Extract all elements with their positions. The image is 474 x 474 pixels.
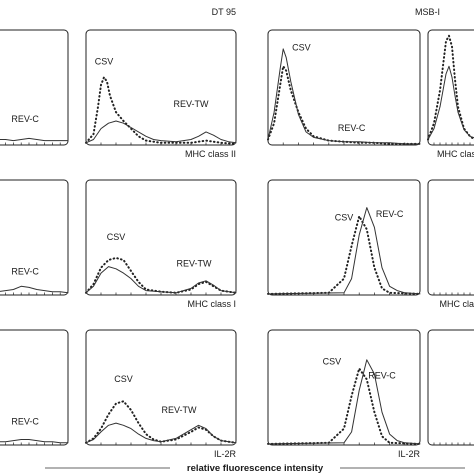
- series-line-dotted: [267, 65, 421, 145]
- panel-msb1-mhc2-a: CSV REV-C: [267, 29, 421, 146]
- annotation-label: REV-C: [11, 114, 39, 124]
- axis-label: MHC class I: [187, 299, 236, 309]
- series-line-solid: [267, 359, 421, 445]
- panel-dt95-mhc2-a: REV-C: [0, 29, 69, 146]
- panel-dt95-mhc1-a: REV-C: [0, 179, 69, 296]
- annotation-label: REV-C: [11, 266, 39, 276]
- panel-msb1-il2r-b: [427, 329, 474, 446]
- series-line-dotted: [85, 76, 237, 145]
- axis-label: MHC class II: [437, 149, 474, 159]
- series-line-solid: [85, 120, 237, 144]
- axis-label: IL-2R: [398, 449, 421, 459]
- series-line-solid: [85, 422, 237, 444]
- panel-frame: [427, 329, 474, 446]
- series-line-dotted: [427, 34, 474, 141]
- series-line-solid: [0, 439, 69, 444]
- panel-frame: [267, 179, 421, 296]
- panel-dt95-il2r-b: CSV REV-TW IL-2R: [85, 329, 237, 459]
- series-line-solid: [267, 48, 421, 145]
- panel-frame: [85, 329, 237, 446]
- panel-msb1-mhc1-a: CSV REV-C: [267, 179, 421, 296]
- panels-group: REV-C CSV REV-TW MHC class II REV-C CSV REV-TW…: [0, 29, 474, 459]
- series-line-solid: [267, 207, 421, 295]
- series-line-solid: [0, 285, 69, 294]
- panel-frame: [427, 29, 474, 146]
- panel-msb1-mhc2-b: MHC class II: [427, 29, 474, 159]
- series-line-dotted: [85, 256, 237, 294]
- series-line-dotted: [267, 215, 421, 295]
- annotation-label: REV-C: [11, 416, 39, 426]
- title-msb1: MSB-I: [415, 7, 440, 17]
- series-line-solid: [0, 137, 69, 142]
- annotation-label: CSV: [114, 374, 133, 384]
- series-line-solid: [85, 266, 237, 294]
- title-dt95: DT 95: [212, 7, 236, 17]
- series-line-dotted: [267, 367, 421, 445]
- panel-dt95-il2r-a: REV-C: [0, 329, 69, 446]
- panel-frame: [0, 29, 69, 146]
- annotation-label: CSV: [335, 212, 354, 222]
- annotation-label: REV-C: [368, 370, 396, 380]
- annotation-label: REV-TW: [162, 405, 198, 415]
- panel-dt95-mhc1-b: CSV REV-TW MHC class I: [85, 179, 237, 309]
- panel-frame: [267, 329, 421, 446]
- series-line-dotted: [85, 400, 237, 444]
- panel-msb1-mhc1-b: MHC class I: [427, 179, 474, 309]
- annotation-label: CSV: [323, 357, 342, 367]
- x-axis-label: relative fluorescence intensity: [187, 463, 324, 474]
- panel-dt95-mhc2-b: CSV REV-TW MHC class II: [85, 29, 237, 159]
- axis-label: MHC class II: [185, 149, 236, 159]
- series-line-solid: [427, 65, 474, 140]
- panel-msb1-il2r-a: CSV REV-C IL-2R: [267, 329, 421, 459]
- panel-frame: [0, 329, 69, 446]
- annotation-label: CSV: [107, 232, 126, 242]
- annotation-label: CSV: [95, 57, 114, 67]
- annotation-label: REV-C: [338, 123, 366, 133]
- panel-frame: [427, 179, 474, 296]
- axis-label: IL-2R: [214, 449, 237, 459]
- panel-frame: [0, 179, 69, 296]
- annotation-label: REV-C: [376, 209, 404, 219]
- axis-label: MHC class I: [439, 299, 474, 309]
- annotation-label: CSV: [292, 43, 311, 53]
- annotation-label: REV-TW: [174, 99, 210, 109]
- annotation-label: REV-TW: [177, 258, 213, 268]
